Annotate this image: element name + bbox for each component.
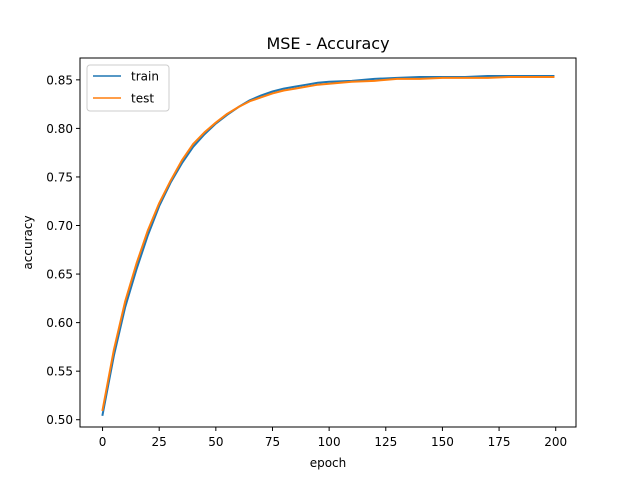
y-tick-label-7: 0.85 bbox=[46, 73, 73, 87]
x-tick-label-0: 0 bbox=[99, 435, 107, 449]
plot-background bbox=[80, 58, 576, 427]
x-tick-label-8: 200 bbox=[544, 435, 567, 449]
series-layer bbox=[101, 74, 555, 417]
y-axis-label: accuracy bbox=[21, 215, 35, 269]
x-tick-label-7: 175 bbox=[488, 435, 511, 449]
y-tick-label-1: 0.55 bbox=[46, 365, 73, 379]
legend-label-test: test bbox=[131, 92, 154, 106]
y-tick-label-4: 0.70 bbox=[46, 219, 73, 233]
x-axis: 0 25 50 75 100 125 150 175 200 bbox=[99, 427, 567, 449]
x-tick-label-6: 150 bbox=[431, 435, 454, 449]
legend: train test bbox=[86, 64, 170, 112]
x-tick-label-1: 25 bbox=[152, 435, 167, 449]
y-axis: 0.50 0.55 0.60 0.65 0.70 0.75 0.80 0.85 bbox=[46, 73, 80, 427]
y-tick-label-5: 0.75 bbox=[46, 170, 73, 184]
y-tick-label-0: 0.50 bbox=[46, 413, 73, 427]
x-axis-label: epoch bbox=[310, 456, 347, 470]
x-tick-label-2: 50 bbox=[208, 435, 223, 449]
plot-area bbox=[79, 57, 577, 428]
x-tick-label-3: 75 bbox=[265, 435, 280, 449]
legend-label-train: train bbox=[131, 70, 159, 84]
series-line-test bbox=[101, 75, 555, 412]
plot-frame bbox=[79, 57, 577, 428]
y-tick-label-6: 0.80 bbox=[46, 122, 73, 136]
y-tick-label-3: 0.65 bbox=[46, 268, 73, 282]
x-tick-label-5: 125 bbox=[374, 435, 397, 449]
y-tick-label-2: 0.60 bbox=[46, 316, 73, 330]
chart-title: MSE - Accuracy bbox=[266, 34, 389, 53]
x-tick-label-4: 100 bbox=[318, 435, 341, 449]
